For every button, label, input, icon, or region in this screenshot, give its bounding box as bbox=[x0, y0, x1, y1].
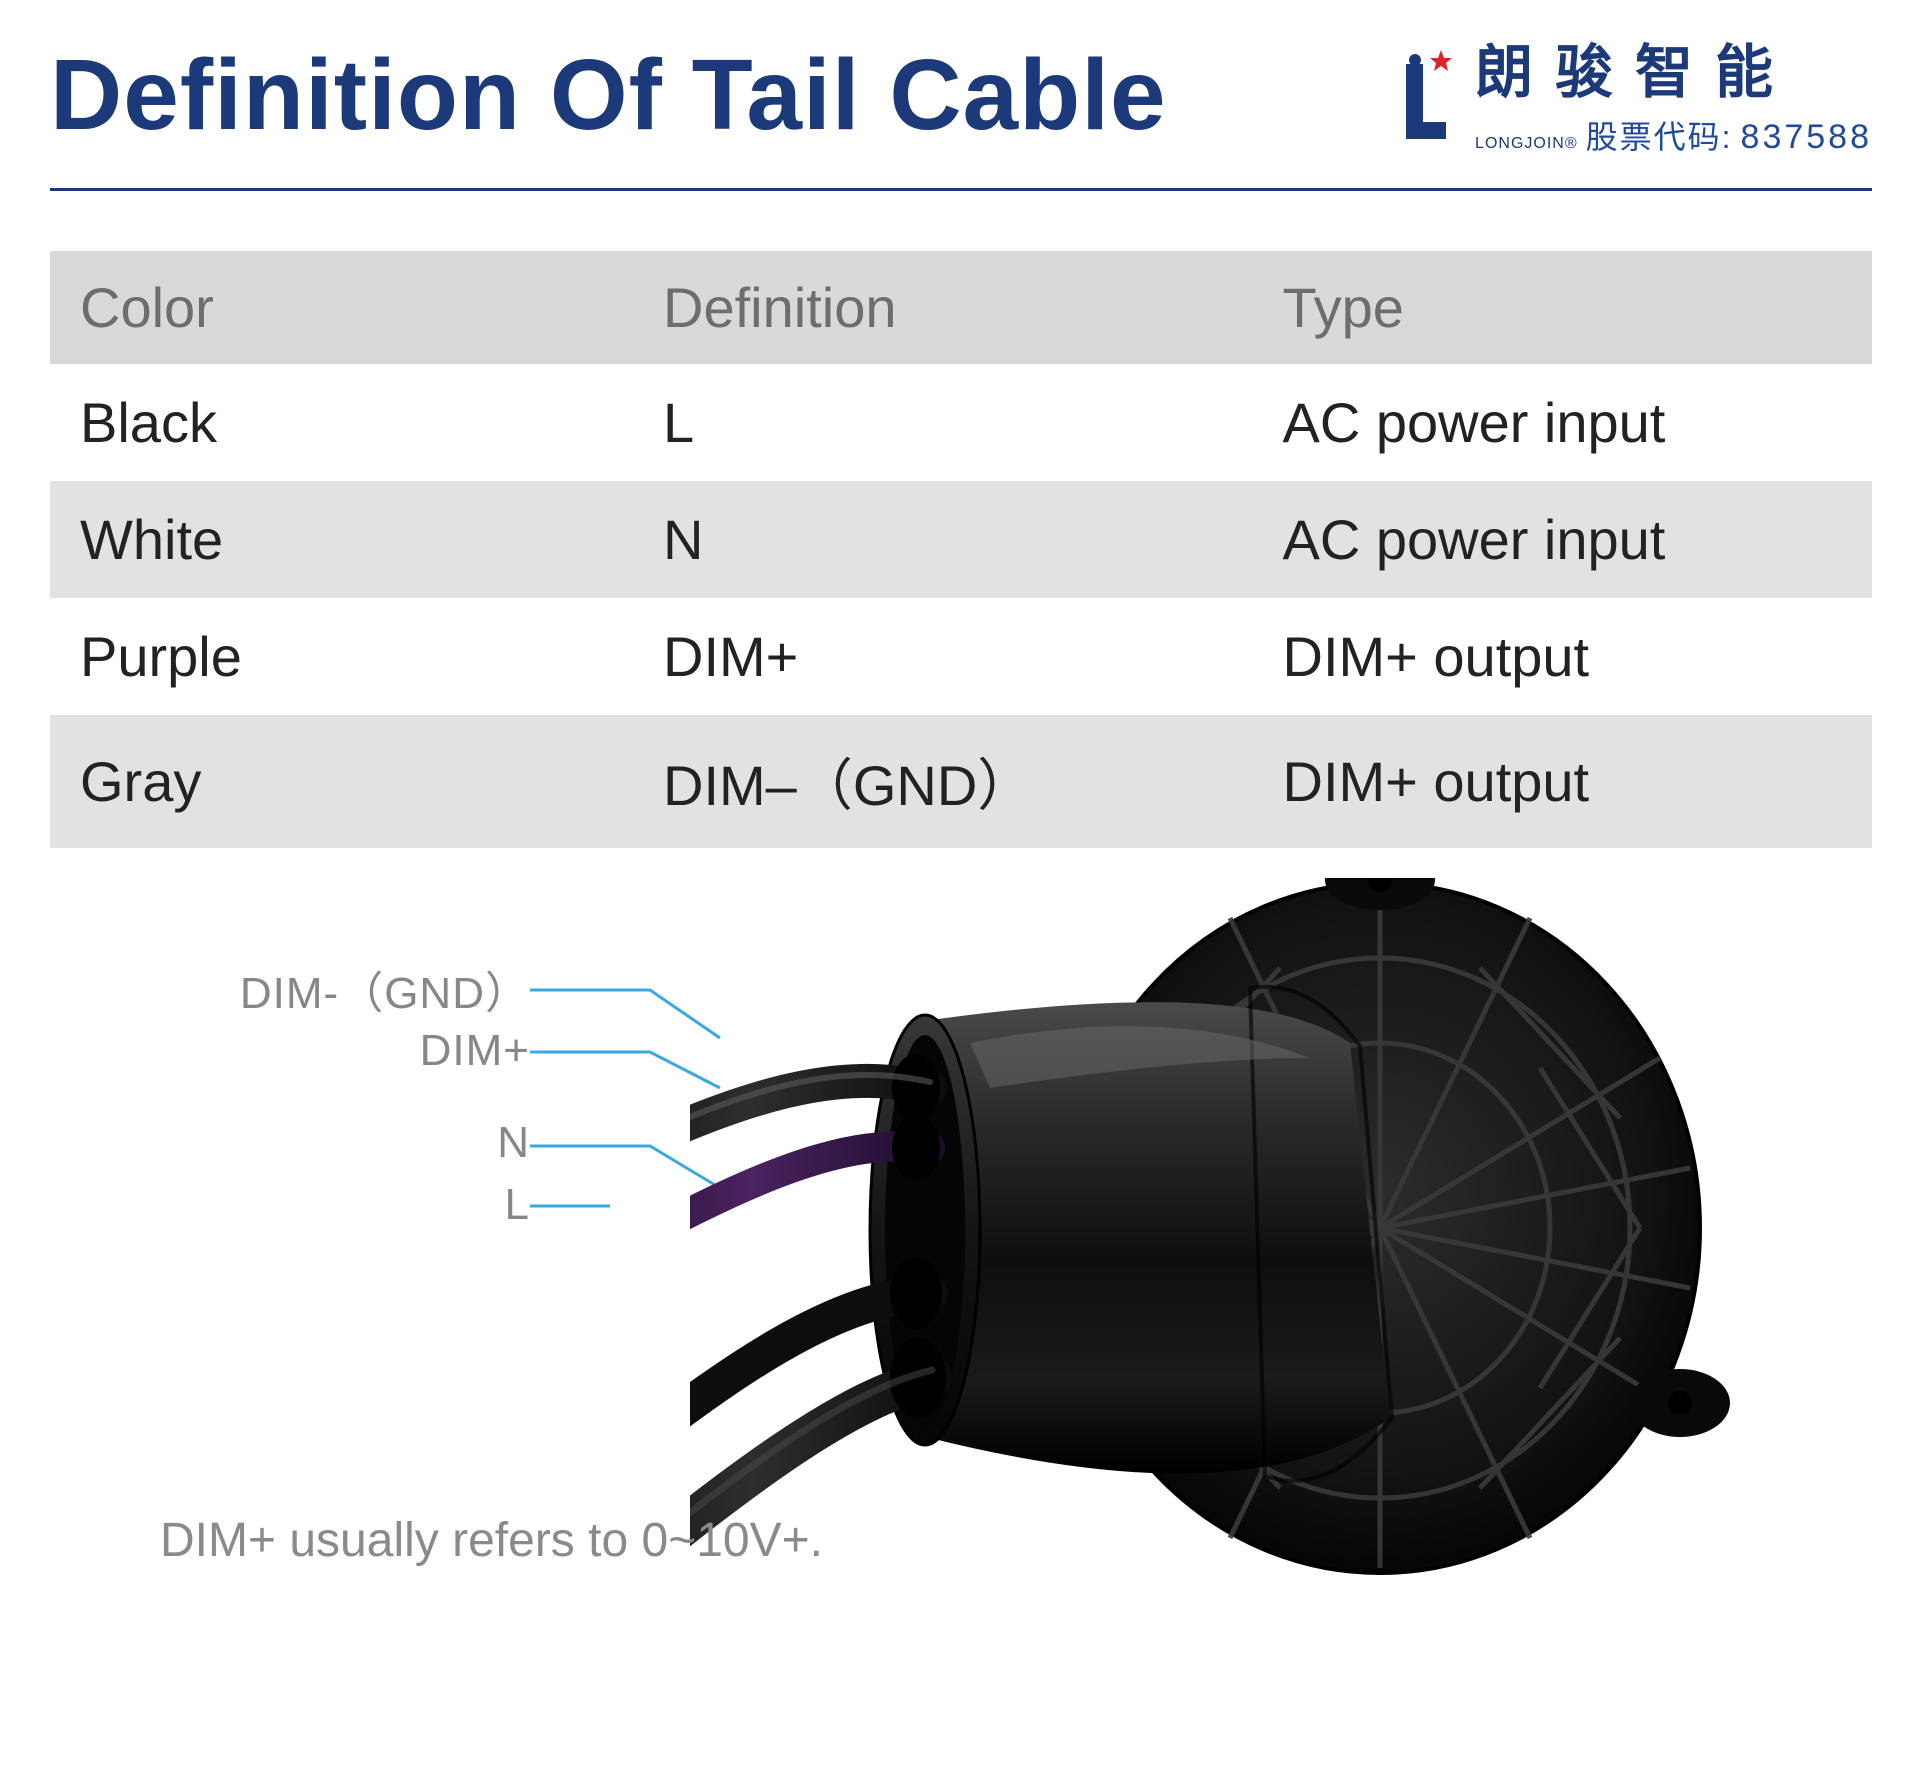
cell-definition: L bbox=[633, 364, 1252, 481]
title-divider bbox=[50, 188, 1872, 191]
cell-definition: DIM–（GND） bbox=[633, 715, 1252, 848]
cell-definition: DIM+ bbox=[633, 598, 1252, 715]
brand-name-cn: 朗骏智能 bbox=[1475, 44, 1872, 102]
cell-color: White bbox=[50, 481, 633, 598]
brand-text: 朗骏智能 LONGJOIN® 股票代码: 837588 bbox=[1475, 44, 1872, 158]
page: Definition Of Tail Cable 朗骏智能 LONGJOIN® … bbox=[0, 0, 1922, 1774]
cell-type: AC power input bbox=[1253, 364, 1873, 481]
page-title: Definition Of Tail Cable bbox=[50, 40, 1167, 150]
table-header-row: Color Definition Type bbox=[50, 251, 1872, 364]
connector-barrel bbox=[870, 987, 1392, 1481]
diagram-label-l: L bbox=[170, 1174, 530, 1236]
table-row: Gray DIM–（GND） DIM+ output bbox=[50, 715, 1872, 848]
cell-color: Black bbox=[50, 364, 633, 481]
brand-subline: LONGJOIN® 股票代码: 837588 bbox=[1475, 112, 1872, 158]
stock-code-label: 股票代码: bbox=[1586, 112, 1733, 158]
diagram-labels: DIM-（GND） DIM+ N L bbox=[170, 958, 530, 1236]
table-row: Black L AC power input bbox=[50, 364, 1872, 481]
header: Definition Of Tail Cable 朗骏智能 LONGJOIN® … bbox=[50, 40, 1872, 158]
cell-color: Gray bbox=[50, 715, 633, 848]
cell-definition: N bbox=[633, 481, 1252, 598]
table-row: White N AC power input bbox=[50, 481, 1872, 598]
table-header-type: Type bbox=[1253, 251, 1873, 364]
diagram-label-dim-minus: DIM-（GND） bbox=[170, 958, 530, 1020]
brand-block: 朗骏智能 LONGJOIN® 股票代码: 837588 bbox=[1391, 40, 1872, 158]
diagram-label-dim-plus: DIM+ bbox=[170, 1020, 530, 1082]
cell-type: AC power input bbox=[1253, 481, 1873, 598]
diagram-label-n: N bbox=[170, 1112, 530, 1174]
cell-type: DIM+ output bbox=[1253, 715, 1873, 848]
connector-illustration bbox=[690, 878, 1740, 1638]
cell-type: DIM+ output bbox=[1253, 598, 1873, 715]
table-header-color: Color bbox=[50, 251, 633, 364]
cell-color: Purple bbox=[50, 598, 633, 715]
cable-diagram: DIM-（GND） DIM+ N L bbox=[50, 918, 1872, 1678]
diagram-footnote: DIM+ usually refers to 0~10V+. bbox=[160, 1513, 823, 1568]
table-header-definition: Definition bbox=[633, 251, 1252, 364]
table-row: Purple DIM+ DIM+ output bbox=[50, 598, 1872, 715]
brand-longjoin-label: LONGJOIN® bbox=[1475, 135, 1578, 153]
stock-code-value: 837588 bbox=[1741, 118, 1872, 157]
cable-definition-table: Color Definition Type Black L AC power i… bbox=[50, 251, 1872, 848]
brand-logo-icon bbox=[1391, 44, 1461, 154]
